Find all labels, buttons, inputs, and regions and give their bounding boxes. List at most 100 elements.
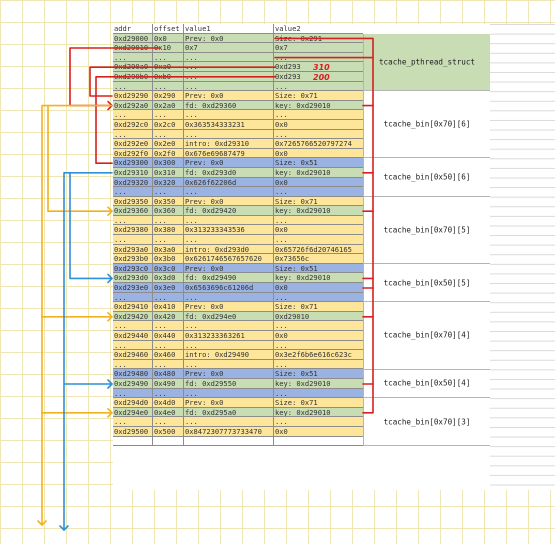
cell-value1: Prev: 0x0	[184, 158, 274, 167]
cell-offset: ...	[153, 187, 184, 196]
cell-value1: ...	[184, 62, 274, 71]
cell-offset: ...	[153, 81, 184, 91]
cell-addr: 0xd292f0	[113, 148, 153, 158]
cell-offset: 0x380	[153, 225, 184, 235]
cell-addr: 0xd292e0	[113, 139, 153, 148]
table-row: 0xd292e0 0x2e0 intro: 0xd29310 0x7265766520…	[113, 139, 363, 149]
cell-addr: 0xd29300	[113, 158, 153, 167]
cell-addr: 0xd29460	[113, 350, 153, 359]
cell-offset: 0x320	[153, 177, 184, 187]
bin-group: tcache_bin[0x50][4]	[363, 369, 490, 399]
table-row: 0xd293d0 0x3d0 fd: 0xd29490 key: 0xd29010	[113, 273, 363, 284]
cell-addr: 0xd294e0	[113, 407, 153, 417]
cell-value1: ...	[184, 187, 274, 196]
bin-label-column: tcache_pthread_struct tcache_bin[0x70][6]…	[363, 24, 490, 490]
cell-offset: ...	[153, 292, 184, 302]
cell-value1: Prev: 0x0	[184, 369, 274, 378]
cell-value1: 0x363534333231	[184, 119, 274, 129]
table-row: 0xd29490 0x490 fd: 0xd29550 key: 0xd29010	[113, 378, 363, 389]
table-row: ............	[113, 359, 363, 370]
cell-offset: ...	[153, 110, 184, 119]
cell-value1: fd: 0xd29360	[184, 100, 274, 110]
cell-value2: Size: 0x51	[275, 263, 318, 273]
cell-offset: 0xa0	[153, 62, 184, 71]
cell-addr: 0xd29420	[113, 311, 153, 321]
cell-offset: 0x360	[153, 206, 184, 215]
cell-offset: 0x3c0	[153, 263, 184, 273]
cell-offset: 0x4e0	[153, 407, 184, 417]
cell-value2: ...	[275, 110, 288, 119]
cell-offset: 0x4d0	[153, 398, 184, 407]
cell-offset: 0x3e0	[153, 283, 184, 292]
table-row: ............	[113, 417, 363, 427]
cell-value2: ...	[275, 321, 288, 330]
cell-value2: 0x7	[275, 43, 288, 52]
table-body: 0xd29000 0x0 Prev: 0x0 Size: 0x291 0xd29010 0…	[113, 33, 363, 447]
cell-offset: ...	[153, 417, 184, 426]
cell-value1: ...	[184, 81, 274, 91]
cell-addr: 0xd292c0	[113, 119, 153, 129]
table-row: 0xd29380 0x380 0x313233343536 0x0	[113, 225, 363, 236]
cell-value1: 0x313233363261	[184, 331, 274, 340]
cell-offset: 0x10	[153, 43, 184, 52]
cell-addr: 0xd29000	[113, 33, 153, 43]
cell-value1: Prev: 0x0	[184, 398, 274, 407]
cell-value2: ...	[275, 187, 288, 196]
cell-addr: ...	[113, 359, 153, 369]
cell-addr: 0xd29440	[113, 331, 153, 340]
cell-offset: 0x440	[153, 331, 184, 340]
bin-group: tcache_bin[0x70][5]	[363, 196, 490, 264]
table-row: 0xd29410 0x410 Prev: 0x0 Size: 0x71	[113, 302, 363, 312]
cell-value1: ...	[184, 129, 274, 139]
table-row: 0xd29460 0x460 intro: 0xd29490 0x3e2f6b6e61…	[113, 350, 363, 360]
cell-offset: 0x410	[153, 302, 184, 311]
cell-value1: ...	[184, 340, 274, 350]
table-row: 0xd29010 0x10 0x7 0x7	[113, 43, 363, 53]
cell-addr: 0xd293b0	[113, 254, 153, 263]
cell-addr: ...	[113, 110, 153, 119]
cell-value2: 0x0	[275, 119, 288, 129]
cell-value2: key: 0xd29010	[275, 206, 331, 215]
table-row: 0xd294e0 0x4e0 fd: 0xd295a0 key: 0xd29010	[113, 407, 363, 418]
cell-offset: ...	[153, 235, 184, 244]
cell-addr: 0xd293e0	[113, 283, 153, 292]
cell-value2: Size: 0x51	[275, 369, 318, 378]
cell-value1: ...	[184, 215, 274, 225]
table-row: 0xd29300 0x300 Prev: 0x0 Size: 0x51	[113, 158, 363, 168]
cell-addr: 0xd29310	[113, 167, 153, 177]
cell-value2: 0x0	[275, 177, 288, 187]
cell-value1: ...	[184, 71, 274, 81]
cell-offset: 0x350	[153, 196, 184, 206]
cell-value1: 0x6563696c61206d	[184, 283, 274, 292]
cell-addr: ...	[113, 388, 153, 398]
cell-value1: 0x7	[184, 43, 274, 52]
cell-addr: 0xd294d0	[113, 398, 153, 407]
header-value2: value2	[275, 24, 301, 33]
cell-value1: ...	[184, 235, 274, 244]
cell-value1: ...	[184, 359, 274, 369]
cell-value1: ...	[184, 321, 274, 330]
table-row: 0xd29480 0x480 Prev: 0x0 Size: 0x51	[113, 369, 363, 379]
blue-chain-line	[63, 172, 113, 531]
cell-addr: 0xd293c0	[113, 263, 153, 273]
bin-label: tcache_bin[0x70][6]	[383, 119, 471, 129]
cell-offset: 0x2c0	[153, 119, 184, 129]
bin-group: tcache_bin[0x70][4]	[363, 302, 490, 370]
cell-value1: 0x676e69687479	[184, 148, 274, 158]
table-row: ............	[113, 110, 363, 120]
cell-offset: 0x420	[153, 311, 184, 321]
table-row: 0xd29360 0x360 fd: 0xd29420 key: 0xd29010	[113, 206, 363, 216]
cell-value1: fd: 0xd29490	[184, 273, 274, 283]
cell-value1: fd: 0xd294e0	[184, 311, 274, 321]
bin-label: tcache_bin[0x50][5]	[383, 278, 471, 288]
cell-value2	[274, 437, 363, 446]
cell-value1: Prev: 0x0	[184, 91, 274, 100]
table-row: ............	[113, 340, 363, 351]
cell-addr: ...	[113, 52, 153, 62]
table-row: ............	[113, 215, 363, 226]
orange-chain-line	[47, 104, 113, 212]
cell-offset: ...	[153, 321, 184, 330]
cell-value1: ...	[184, 417, 274, 426]
bin-label: tcache_pthread_struct	[378, 57, 475, 67]
cell-offset: ...	[153, 340, 184, 350]
